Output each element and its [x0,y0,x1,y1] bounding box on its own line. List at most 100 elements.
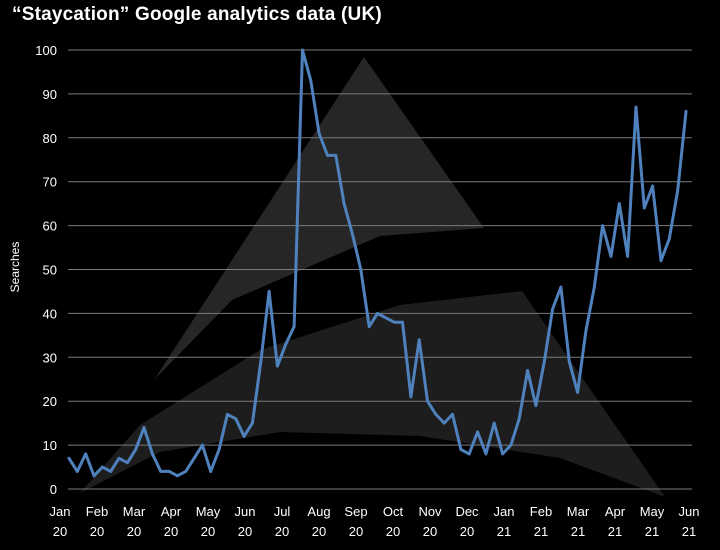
data-point [459,448,463,451]
background-logo [80,57,665,497]
data-point [209,470,213,473]
data-point [601,224,605,228]
data-point [159,470,163,473]
data-point [509,443,513,447]
data-point [75,470,79,473]
x-tick-label: Aug 20 [307,504,330,539]
data-point [534,404,538,407]
data-point [92,474,96,478]
data-point [125,461,129,465]
data-point [401,320,404,324]
y-tick-label: 0 [50,482,57,497]
x-tick-label: Sep 20 [344,504,367,539]
data-point [684,110,688,113]
data-point [476,430,479,434]
data-point [359,268,363,271]
data-point [326,153,329,157]
x-tick-label: Jan 20 [50,504,71,539]
data-point [351,232,354,236]
data-point [259,360,263,364]
x-tick-label: Mar 21 [567,504,590,539]
data-point [292,325,296,328]
data-point [517,417,521,421]
data-point [84,452,88,456]
data-point [150,452,154,456]
chart-title: “Staycation” Google analytics data (UK) [12,4,382,25]
y-axis-ticks: 0 10 20 30 40 50 60 70 80 90 100 [35,43,57,497]
data-point [217,448,221,451]
x-tick-label: Feb 20 [86,504,108,539]
data-point [384,316,388,320]
x-tick-label: Jul 20 [274,504,291,539]
y-axis-label: Searches [8,242,22,293]
data-point [267,290,271,293]
x-tick-label: Dec 20 [455,504,479,539]
data-point [551,307,554,311]
data-point [451,412,454,416]
data-point [242,434,246,438]
data-point [276,364,279,368]
data-point [417,338,421,342]
y-tick-label: 60 [43,219,57,234]
y-tick-label: 90 [43,87,57,102]
x-tick-label: Jan 21 [494,504,515,539]
data-point [609,254,613,258]
data-point [109,470,113,473]
data-point [309,79,313,83]
y-tick-label: 40 [43,306,57,321]
data-point [301,48,304,52]
data-point [334,153,338,157]
data-point [392,320,396,324]
data-point [175,474,179,478]
data-point [434,412,438,416]
x-tick-label: Feb 21 [530,504,552,539]
data-point [676,189,680,192]
data-point [542,360,546,364]
y-tick-label: 10 [43,438,57,453]
data-point [317,132,321,135]
x-tick-label: Jun 21 [679,504,700,539]
data-point [584,329,588,333]
data-point [592,285,596,289]
data-point [284,342,288,346]
x-axis-ticks: Jan 20 Feb 20 Mar 20 Apr 20 May 20 Jun 20 Jul 20 Aug 20… [50,504,700,539]
data-point [634,105,638,109]
x-tick-label: Nov 20 [418,504,442,539]
data-point [492,421,496,425]
data-point [626,254,630,258]
data-point [167,470,171,473]
data-point [559,285,563,289]
x-tick-label: May 21 [640,504,665,539]
data-point [134,448,138,451]
data-point [426,399,429,403]
y-tick-label: 80 [43,131,57,146]
data-points [67,48,688,478]
data-point [442,421,446,425]
data-point [192,456,196,460]
y-tick-label: 20 [43,394,57,409]
data-point [251,421,254,425]
data-point [667,237,671,241]
data-point [117,456,121,460]
data-point [226,412,229,416]
x-tick-label: Mar 20 [123,504,146,539]
data-point [67,456,71,460]
x-tick-label: Jun 20 [235,504,256,539]
data-point [467,452,471,456]
data-point [376,312,379,315]
data-point [201,443,204,447]
data-point [184,470,188,473]
data-point [526,369,529,372]
data-point [501,452,504,456]
data-point [642,206,646,210]
x-tick-label: Apr 20 [161,504,182,539]
y-tick-label: 30 [43,350,57,365]
y-tick-label: 70 [43,175,57,190]
data-point [342,202,346,206]
data-point [409,395,413,399]
data-point [234,417,238,421]
data-point [659,259,663,263]
x-tick-label: Apr 21 [605,504,626,539]
y-tick-label: 50 [43,263,57,278]
